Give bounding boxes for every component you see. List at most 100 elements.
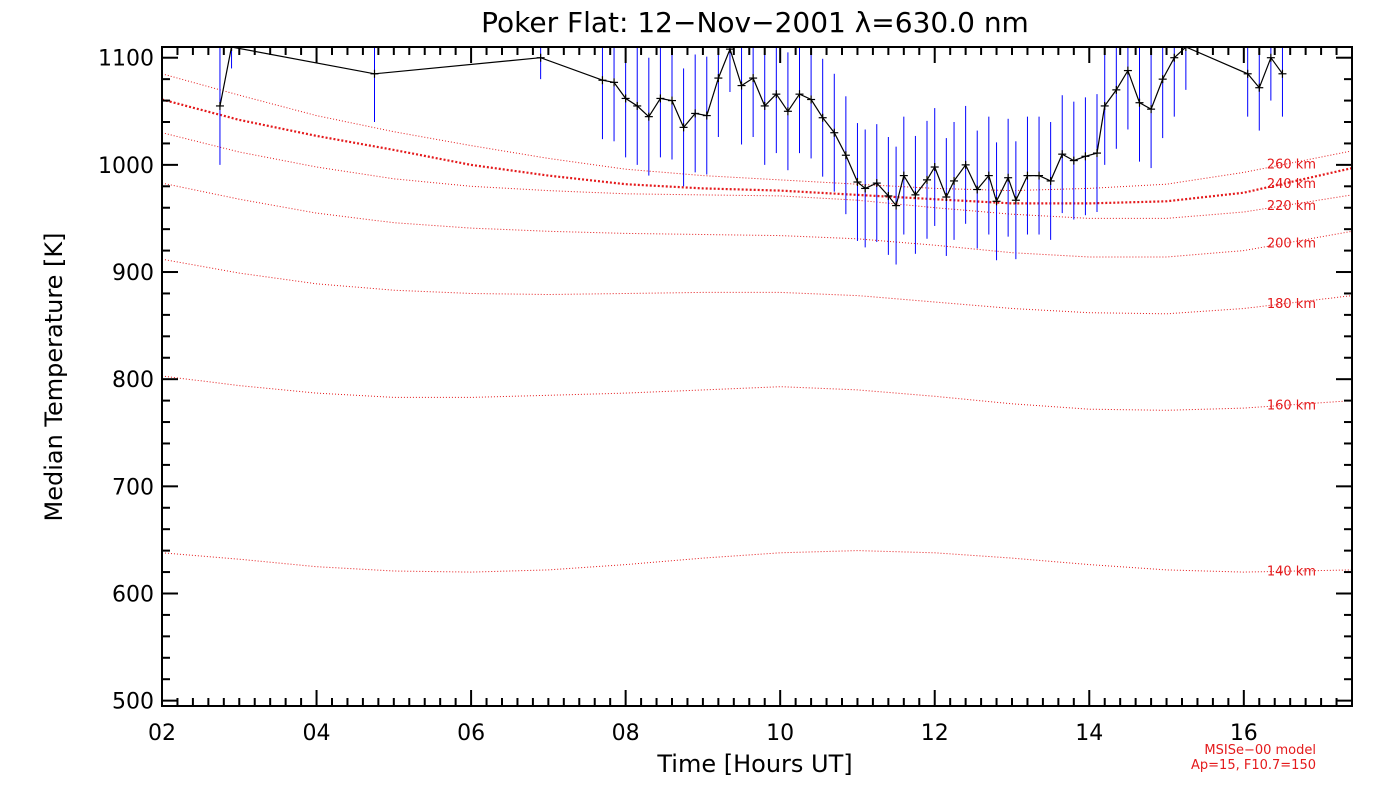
data-point [1135,98,1144,107]
chart-title: Poker Flat: 12−Nov−2001 λ=630.0 nm [481,6,1029,39]
model-label-140km: 140 km [1267,564,1316,579]
x-tick-label: 10 [766,721,794,746]
data-point [1004,173,1013,182]
data-point [899,171,908,180]
model-label-240km: 240 km [1267,177,1316,192]
model-label-220km: 220 km [1267,199,1316,214]
y-tick-label: 1000 [98,154,154,179]
data-point [992,197,1001,206]
data-point [1112,85,1121,94]
model-curves [162,73,1352,573]
measured-line [219,47,1283,207]
model-label-180km: 180 km [1267,297,1316,312]
model-label-160km: 160 km [1267,398,1316,413]
data-point [702,111,711,120]
data-point [610,78,619,87]
model-params-note: Ap=15, F10.7=150 [1191,758,1316,773]
data-point [1158,75,1167,84]
data-point [795,90,804,99]
data-point [1147,105,1156,114]
y-axis-label: Median Temperature [K] [40,232,68,521]
data-point [725,47,734,54]
data-point [923,175,931,184]
model-label-260km: 260 km [1267,158,1316,173]
y-tick-label: 600 [112,582,154,607]
data-point [961,160,970,169]
data-point [818,113,827,122]
y-tick-label: 800 [112,368,154,393]
data-point [911,190,920,199]
data-point [884,191,893,200]
measured-series [215,47,1287,265]
data-point [633,101,642,110]
data-point [598,76,607,85]
data-point [1123,66,1132,75]
y-tick-label: 500 [112,690,154,715]
data-point [1181,47,1190,51]
data-point [872,179,881,188]
data-point [1046,176,1055,185]
data-point [1058,150,1067,159]
x-axis-label: Time [Hours UT] [656,750,852,778]
data-point [1081,152,1090,161]
model-curve-200km [162,182,1352,258]
model-curve-160km [162,375,1352,411]
data-point [760,101,769,110]
x-tick-label: 08 [612,721,640,746]
plot-frame [161,46,1353,707]
data-point [930,163,939,172]
data-point [749,74,758,83]
data-point [853,178,862,187]
data-point [536,53,545,62]
data-point [783,107,792,116]
data-point [950,176,959,185]
data-point [370,69,379,78]
data-point [1266,53,1275,62]
data-point [1093,149,1101,158]
model-curve-260km [162,73,1352,192]
data-point [1011,196,1020,205]
data-point [1255,83,1264,92]
model-curve-140km [162,550,1352,573]
x-tick-label: 12 [921,721,949,746]
data-point [772,90,781,99]
model-label-200km: 200 km [1267,237,1316,252]
data-point [1100,101,1109,110]
model-height-labels: 140 km 160 km 180 km 200 km 220 km 240 km 260 … [1267,158,1316,580]
data-point [984,171,993,180]
axis-ticks: 02 04 06 08 10 12 14 16 500 600 700 800 900 1000 1100 [98,47,1353,746]
data-point [1243,69,1252,78]
data-point [737,81,746,90]
data-point [807,95,816,104]
y-tick-label: 700 [112,475,154,500]
data-point [691,109,700,118]
data-point [942,193,951,202]
model-curve-240km [162,98,1352,205]
data-point [1069,156,1078,165]
x-tick-label: 16 [1230,721,1258,746]
data-point [973,185,982,194]
model-curve-180km [162,258,1352,315]
data-point [892,201,901,210]
data-point [679,123,688,132]
x-tick-label: 02 [148,721,176,746]
data-point [830,128,839,137]
data-point [644,112,653,121]
data-point [1278,69,1287,78]
data-point [656,94,665,103]
x-tick-label: 06 [457,721,485,746]
x-tick-label: 04 [303,721,331,746]
data-point [621,94,630,103]
data-point [714,74,723,83]
data-point [841,151,850,160]
data-point [227,47,236,51]
y-tick-label: 900 [112,261,154,286]
data-point [1035,171,1044,180]
data-point [861,184,870,193]
y-tick-label: 1100 [98,47,154,72]
data-point [668,96,676,105]
data-point [1023,171,1032,180]
model-name-note: MSISe−00 model [1204,743,1316,758]
model-curve-220km [162,132,1352,219]
